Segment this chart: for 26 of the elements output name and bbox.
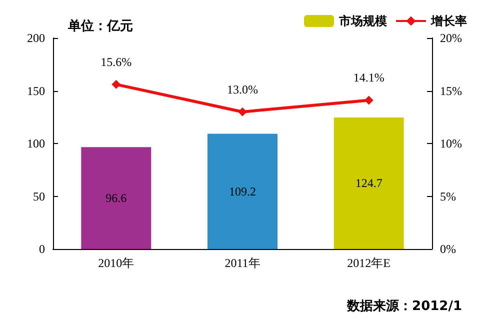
y2-tick-label: 20%: [440, 31, 462, 45]
source-note: 数据来源：2012/1: [346, 299, 462, 314]
y-tick-label: 200: [27, 31, 45, 45]
data-label: 96.6: [106, 191, 127, 206]
y2-tick-label: 15%: [440, 84, 462, 98]
legend-label: 增长率: [430, 14, 467, 28]
data-label: 14.1%: [353, 70, 384, 85]
y-tick-label: 100: [27, 136, 45, 150]
data-label: 124.7: [355, 176, 382, 190]
point: [112, 80, 121, 89]
y-tick-label: 150: [27, 84, 45, 98]
point: [364, 96, 374, 105]
data-label: 13.0%: [227, 82, 258, 96]
text: 单位：亿元: [67, 18, 133, 34]
x-tick-label: 2010年: [98, 256, 134, 270]
y-tick-label: 50: [33, 189, 45, 204]
y2-tick-label: 0%: [440, 242, 456, 256]
data-label: 15.6%: [100, 54, 132, 69]
data-label: 109.2: [229, 184, 256, 198]
y2-tick-label: 5%: [440, 189, 456, 204]
legend-label: 市场规模: [338, 14, 387, 28]
point: [238, 107, 247, 116]
y2-tick-label: 10%: [440, 136, 462, 150]
x-tick-label: 2012年E: [347, 256, 391, 270]
y-tick-label: 0: [39, 242, 45, 256]
x-tick-label: 2011年: [224, 256, 260, 270]
